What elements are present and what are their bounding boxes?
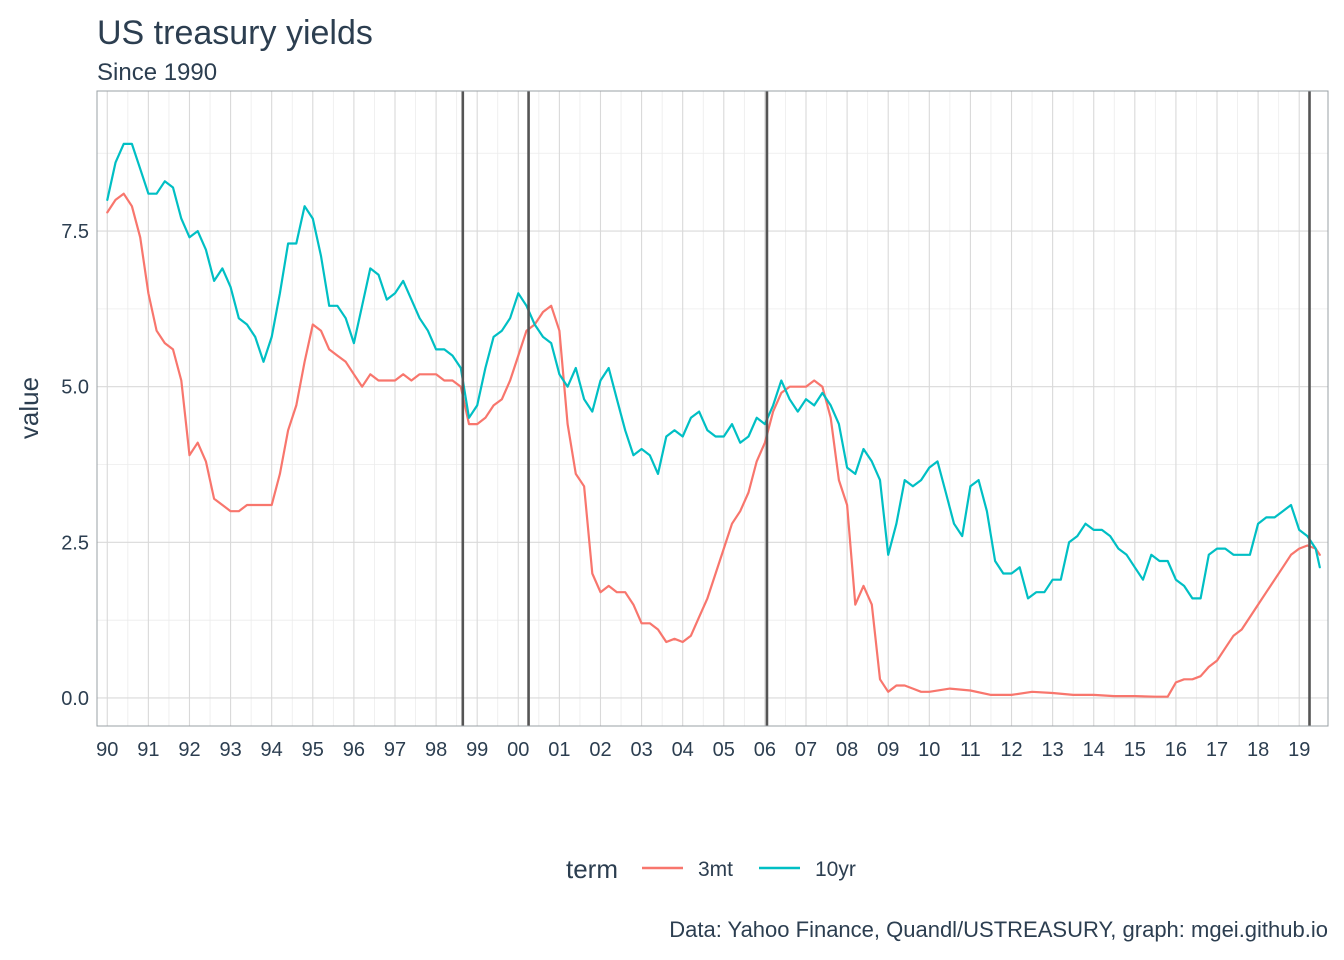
x-tick-label: 07 <box>795 739 817 761</box>
x-axis-ticks: 90 91 92 93 94 95 96 97 98 99 00 01 02 03 04 05 06 07 08 09… <box>96 739 1310 761</box>
x-tick-label: 13 <box>1041 739 1063 761</box>
x-tick-label: 98 <box>425 739 447 761</box>
x-tick-label: 14 <box>1083 739 1105 761</box>
y-axis-title: value <box>14 377 44 439</box>
x-tick-label: 93 <box>219 739 241 761</box>
y-tick-label: 2.5 <box>61 532 89 554</box>
x-tick-label: 90 <box>96 739 118 761</box>
y-axis-ticks: 0.0 2.5 5.0 7.5 <box>61 221 89 710</box>
x-tick-label: 02 <box>589 739 611 761</box>
plot-panel-border <box>96 90 1329 727</box>
series-layer <box>106 142 1321 698</box>
x-tick-label: 16 <box>1165 739 1187 761</box>
series-line-10yr <box>106 142 1321 600</box>
y-tick-label: 5.0 <box>61 377 89 399</box>
major-gridlines <box>97 91 1328 726</box>
x-tick-label: 95 <box>302 739 324 761</box>
x-tick-label: 01 <box>548 739 570 761</box>
chart-subtitle: Since 1990 <box>97 59 217 86</box>
y-tick-label: 0.0 <box>61 688 89 710</box>
chart-caption: Data: Yahoo Finance, Quandl/USTREASURY, … <box>669 917 1328 942</box>
x-tick-label: 94 <box>261 739 283 761</box>
x-tick-label: 08 <box>836 739 858 761</box>
x-tick-label: 11 <box>960 739 981 761</box>
x-tick-label: 99 <box>466 739 488 761</box>
x-tick-label: 91 <box>137 739 159 761</box>
x-tick-label: 00 <box>507 739 529 761</box>
x-tick-label: 17 <box>1206 739 1228 761</box>
x-tick-label: 96 <box>343 739 365 761</box>
x-tick-label: 92 <box>178 739 200 761</box>
series-line-3mt <box>106 192 1321 698</box>
x-tick-label: 06 <box>754 739 776 761</box>
x-tick-label: 97 <box>384 739 406 761</box>
legend-label-3mt: 3mt <box>698 858 733 881</box>
x-tick-label: 15 <box>1124 739 1146 761</box>
x-tick-label: 09 <box>877 739 899 761</box>
x-tick-label: 18 <box>1247 739 1269 761</box>
minor-gridlines <box>97 91 1328 726</box>
legend: term 3mt 10yr <box>566 854 856 884</box>
chart-title: US treasury yields <box>97 14 373 52</box>
legend-title: term <box>566 854 618 884</box>
x-tick-label: 03 <box>630 739 652 761</box>
vertical-markers <box>461 91 1311 726</box>
x-tick-label: 19 <box>1288 739 1310 761</box>
x-tick-label: 10 <box>918 739 940 761</box>
x-tick-label: 12 <box>1000 739 1022 761</box>
y-tick-label: 7.5 <box>61 221 89 243</box>
legend-label-10yr: 10yr <box>815 858 856 881</box>
x-tick-label: 05 <box>713 739 735 761</box>
x-tick-label: 04 <box>672 739 694 761</box>
